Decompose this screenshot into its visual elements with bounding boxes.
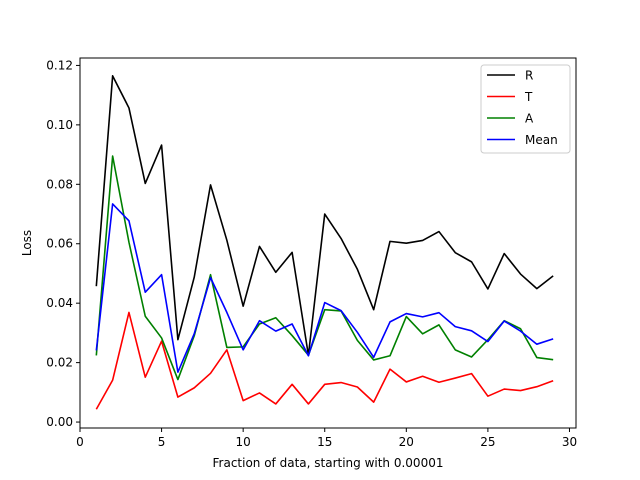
- x-tick-label: 0: [76, 435, 84, 449]
- legend: RTA Mean: [480, 64, 571, 154]
- x-tick-label: 10: [236, 435, 251, 449]
- y-tick-label: 0.04: [46, 296, 73, 310]
- y-tick-label: 0.06: [46, 237, 73, 251]
- y-axis: 0.00 0.02 0.04 0.06 0.08 0.10 0.12: [46, 58, 80, 429]
- y-tick-label: 0.02: [46, 356, 73, 370]
- plot-frame: [79, 57, 577, 429]
- series-layer: [95, 75, 554, 410]
- legend-label-a: A: [525, 112, 534, 126]
- x-tick-label: 25: [480, 435, 495, 449]
- x-tick-label: 5: [158, 435, 166, 449]
- x-tick-label: 15: [317, 435, 332, 449]
- legend-label-mean: Mean: [525, 133, 558, 147]
- y-axis-label: Loss: [20, 230, 34, 256]
- x-axis-label: Fraction of data, starting with 0.00001: [213, 456, 444, 470]
- x-tick-label: 20: [399, 435, 414, 449]
- x-axis: 0 5 10 15 20 25 30: [76, 428, 577, 449]
- series-line-mean: [95, 203, 554, 373]
- series-line-a: [95, 155, 554, 381]
- y-tick-label: 0.08: [46, 177, 73, 191]
- y-tick-label: 0.12: [46, 58, 73, 72]
- series-line-t: [95, 311, 554, 410]
- series-line-r: [95, 75, 554, 356]
- x-tick-label: 30: [562, 435, 577, 449]
- y-tick-label: 0.10: [46, 118, 73, 132]
- legend-label-t: T: [524, 90, 533, 104]
- y-tick-label: 0.00: [46, 415, 73, 429]
- legend-box: [480, 64, 571, 154]
- legend-label-r: R: [525, 69, 533, 83]
